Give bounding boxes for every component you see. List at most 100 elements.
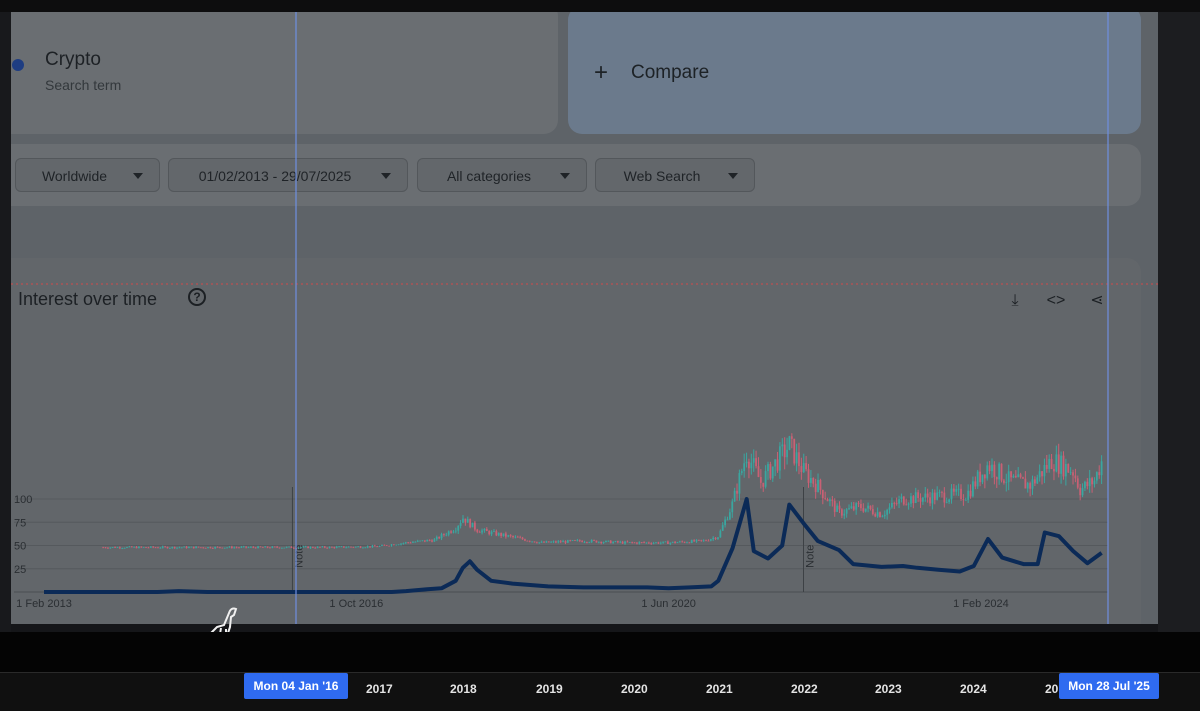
candle-body [435,536,438,540]
candle-body [793,438,796,464]
candle-body [779,446,781,471]
candle-body [719,530,722,538]
candle-body [204,547,207,549]
candle-body [674,541,676,543]
candle-body [226,547,228,549]
candle-body [457,525,460,531]
timeline-year: 20 [1045,682,1059,696]
candle-body [345,547,348,549]
candle-body [1036,477,1039,484]
candle-body [612,541,615,544]
search-term-card[interactable] [11,12,558,134]
candle-body [762,482,765,487]
date-range-label: 01/02/2013 - 29/07/2025 [198,168,352,184]
candle-body [883,514,886,517]
candle-body [1093,480,1096,485]
candle-body [755,458,757,467]
download-icon[interactable]: ⤓ [1011,292,1019,309]
candle-body [1045,465,1048,469]
candle-body [183,546,186,548]
candle-body [121,548,124,549]
candle-body [478,531,481,533]
candle-body [116,547,119,549]
candle-body [352,546,355,548]
candle-body [331,546,333,548]
candle-body [757,466,760,477]
candle-body [476,529,479,532]
candle-body [273,546,276,548]
search-term-name: Crypto [45,49,101,70]
candle-body [271,546,274,548]
candle-body [302,546,305,548]
candle-body [1005,482,1008,483]
candle-body [493,531,495,532]
candle-body [721,525,724,531]
candle-body [483,528,486,531]
candle-body [929,497,931,504]
date-range-dropdown[interactable]: 01/02/2013 - 29/07/2025 [168,158,408,192]
candle-body [700,539,703,541]
candle-body [655,542,657,544]
candle-body [681,541,684,543]
candle-body [1067,464,1070,473]
candle-body [171,546,174,548]
candle-body [1086,481,1089,487]
y-tick-label: 50 [14,541,26,553]
candle-body [292,547,295,549]
candle-body [500,533,503,537]
compare-button[interactable] [568,12,1141,134]
x-tick-label: 1 Feb 2013 [16,598,72,610]
candle-body [543,541,545,543]
candle-body [738,473,741,494]
candle-body [709,539,712,541]
candle-body [385,545,388,547]
candle-body [128,546,131,548]
candle-body [126,547,128,548]
candle-body [180,547,183,549]
category-dropdown[interactable]: All categories [417,158,587,192]
timeline-year: 2019 [536,682,563,696]
candle-body [614,541,617,542]
candle-body [583,541,586,543]
candle-body [409,542,412,544]
search-type-dropdown[interactable]: Web Search [595,158,755,192]
candle-body [1026,483,1029,489]
candle-body [138,546,140,549]
candle-body [743,463,746,472]
candle-body [230,546,233,549]
window-top-strip [0,0,1200,12]
candle-body [960,488,962,500]
candle-body [392,544,395,546]
candle-body [979,471,981,483]
candle-body [991,464,993,472]
candle-body [300,547,302,549]
candle-body [600,541,603,544]
candle-body [586,541,588,543]
candle-body [724,519,727,526]
embed-icon[interactable]: <> [1046,292,1066,309]
candle-body [152,546,155,548]
share-icon[interactable]: ⋖ [1090,292,1104,309]
candle-body [895,503,898,505]
x-tick-label: 1 Oct 2016 [329,598,383,610]
help-icon[interactable]: ? [188,288,206,306]
candle-body [350,546,352,548]
candle-body [252,546,255,548]
candle-body [988,465,991,472]
region-dropdown[interactable]: Worldwide [15,158,160,192]
range-end-badge[interactable]: Mon 28 Jul '25 [1059,673,1159,699]
candle-body [133,546,136,548]
timeline-ruler[interactable]: Mon 04 Jan '16 2017 2018 2019 2020 2021 … [0,672,1200,711]
candle-body [941,491,943,493]
candle-body [900,496,903,500]
candle-body [235,547,238,549]
candle-body [266,546,269,548]
candle-body [1033,479,1036,484]
candle-body [1069,472,1072,474]
range-start-badge[interactable]: Mon 04 Jan '16 [244,673,348,699]
candle-body [474,522,476,530]
candle-body [433,539,436,542]
candle-body [445,534,448,536]
candle-body [950,488,953,500]
player-bar [0,632,1200,672]
